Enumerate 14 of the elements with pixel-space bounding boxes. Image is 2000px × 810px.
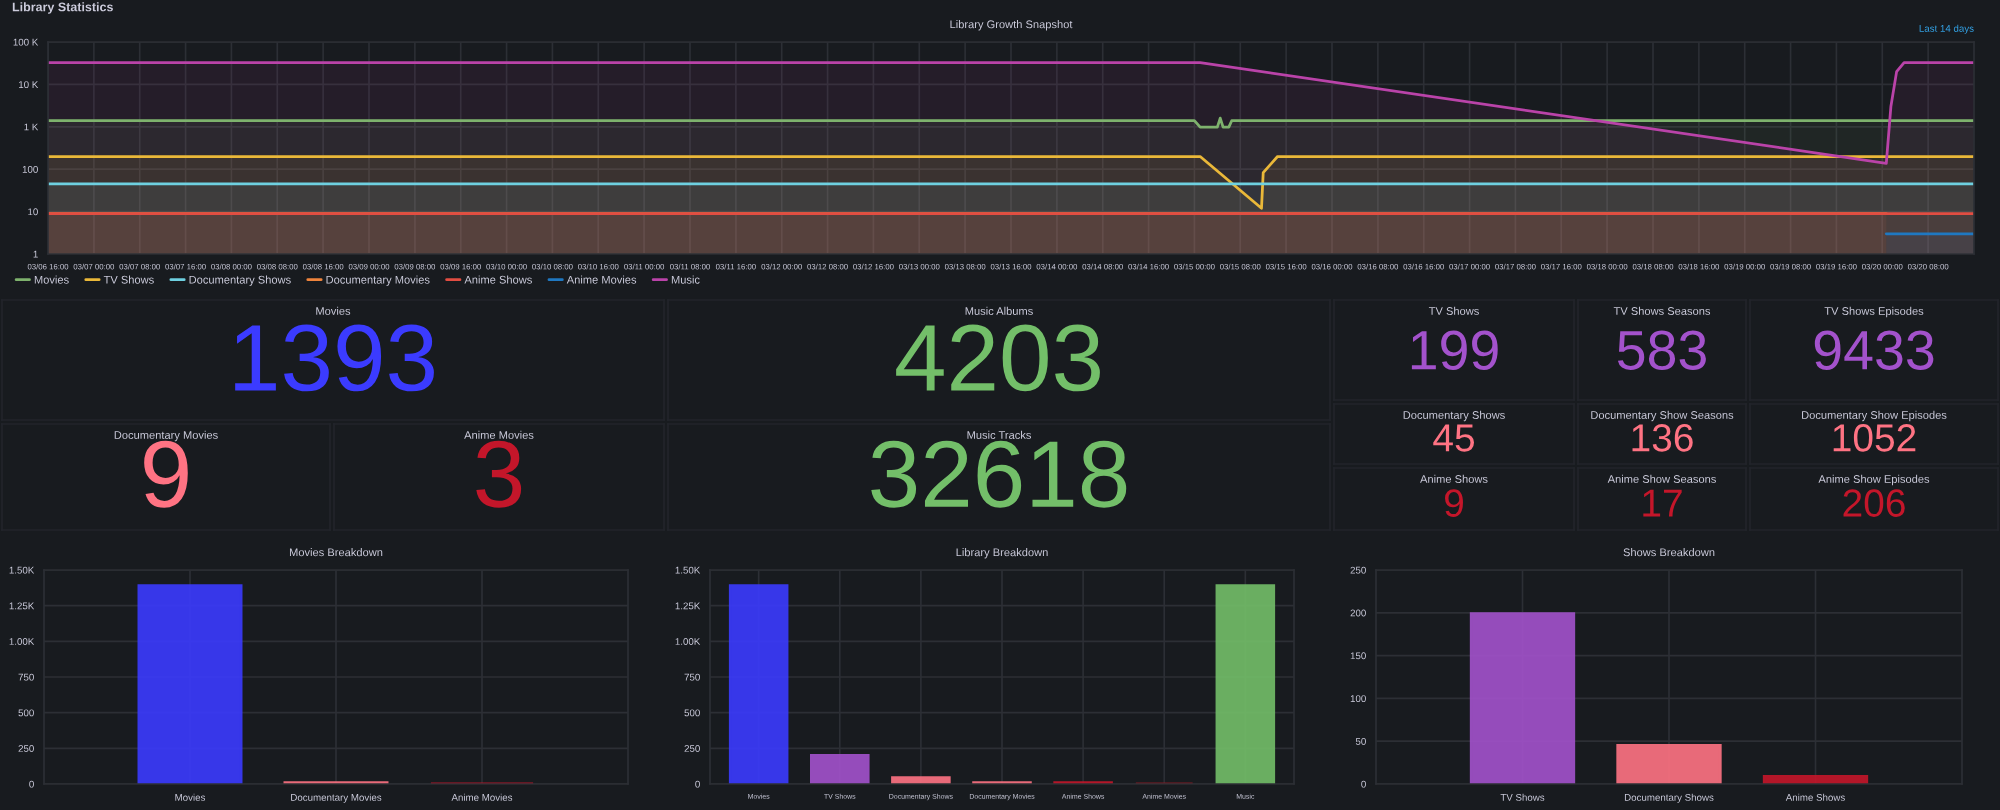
data-label: 9 [144,440,188,508]
data-label: 4203 [896,324,1100,392]
data-label: 206 [1843,489,1905,517]
data-label: 17 [1643,489,1682,517]
data-label: 583 [1617,330,1706,370]
data-label: 9433 [1814,330,1934,370]
data-label: 45 [1433,424,1474,452]
data-label: 199 [1411,330,1498,370]
data-label: 9 [1445,489,1463,517]
data-label: 136 [1632,424,1693,452]
data-label: 32618 [871,440,1127,508]
data-label: 1052 [1833,424,1916,452]
data-label: 1393 [235,324,434,392]
data-label: 3 [476,440,522,508]
